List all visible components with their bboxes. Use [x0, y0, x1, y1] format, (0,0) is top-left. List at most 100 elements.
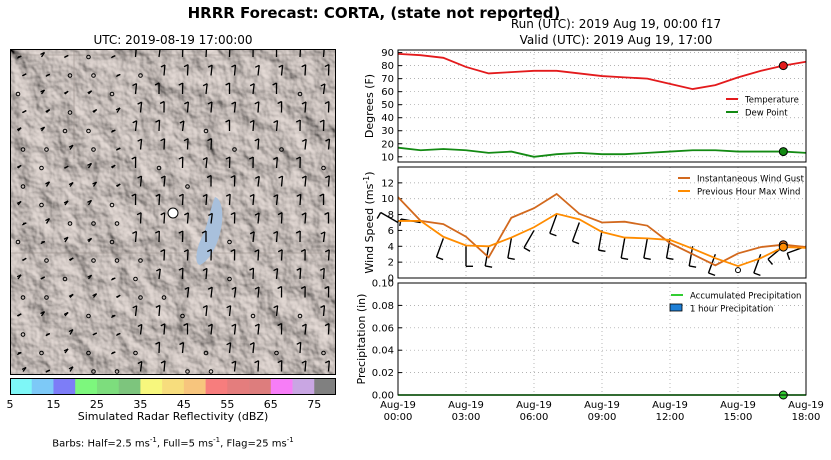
wind-barb [40, 310, 46, 317]
y-tick-label: 70 [381, 74, 394, 85]
wind-barb [45, 73, 51, 77]
wind-barb [277, 100, 283, 113]
wind-barb [254, 64, 260, 76]
wind-barb [137, 323, 143, 335]
wind-barb [296, 267, 302, 280]
wind-barb [252, 49, 254, 58]
legend-label: Dew Point [745, 109, 788, 119]
calm-wind-marker [62, 128, 68, 134]
wind-barb [181, 49, 184, 58]
calm-wind-marker [15, 91, 21, 97]
wind-barb [87, 274, 93, 280]
calm-wind-marker [109, 239, 115, 245]
calm-wind-marker [20, 295, 26, 300]
wind-barb [324, 211, 330, 224]
wind-barb [301, 323, 307, 335]
wind-barb [132, 82, 138, 95]
wind-barb [300, 285, 306, 298]
wind-barb [179, 341, 185, 354]
wind-barb [178, 230, 184, 243]
colorbar-tick-label: 25 [89, 398, 104, 411]
wind-barb [207, 101, 213, 113]
wind-barb [160, 138, 166, 150]
wind-barb [92, 293, 98, 298]
calm-wind-marker [114, 221, 120, 226]
wind-barb [301, 360, 307, 372]
wind-barb [178, 267, 184, 280]
wind-barb [249, 267, 255, 280]
wind-barb [201, 230, 207, 243]
y-tick-label: 8 [388, 210, 394, 221]
y-tick-label: 0.00 [372, 391, 394, 402]
calm-wind-marker [91, 147, 96, 152]
wind-barb [40, 51, 46, 58]
calm-wind-marker [15, 239, 21, 245]
calm-wind-marker [133, 350, 138, 356]
wind-barb [45, 332, 51, 337]
calm-wind-marker [91, 258, 96, 263]
wind-barb [254, 212, 260, 224]
wind-barb [183, 64, 189, 76]
legend-label: Previous Hour Max Wind [697, 188, 800, 198]
wind-barb [272, 82, 278, 95]
y-tick-label: 90 [381, 48, 394, 59]
wind-barb [87, 162, 93, 169]
calm-wind-marker [91, 369, 96, 374]
wind-barb [160, 212, 166, 224]
wind-barb [230, 248, 236, 261]
legend-label: Accumulated Precipitation [690, 292, 801, 302]
wind-barb [137, 175, 143, 187]
x-tick-time: 03:00 [452, 412, 481, 423]
wind-barb [301, 212, 307, 224]
calm-wind-marker [109, 91, 115, 97]
wind-barb [160, 249, 166, 261]
wind-barb [254, 101, 260, 113]
y-tick-label: 4 [388, 242, 394, 253]
colorbar-segment [205, 378, 228, 395]
station-wind-barb [688, 246, 697, 268]
wind-barb [277, 212, 283, 224]
wind-barb [115, 147, 121, 151]
wind-barb [132, 120, 138, 132]
calm-wind-marker [86, 128, 91, 134]
colorbar-segment [31, 378, 54, 395]
calm-wind-marker [20, 332, 26, 337]
wind-barb [301, 101, 307, 113]
wind-barb [184, 286, 190, 298]
wind-barb [183, 138, 189, 150]
calm-wind-marker [114, 369, 120, 374]
colorbar-segment [270, 378, 293, 395]
y-tick-label: 0.04 [372, 346, 394, 357]
station-wind-barb [753, 253, 762, 277]
calm-wind-marker [203, 128, 209, 134]
wind-barb [254, 360, 260, 372]
series-line [397, 53, 807, 90]
wind-barb [137, 138, 143, 150]
calm-wind-marker [250, 313, 256, 319]
colorbar-segment [183, 378, 206, 395]
wind-barb [249, 231, 255, 243]
wind-barb [156, 268, 161, 280]
wind-barb [68, 328, 74, 335]
wind-barb [160, 64, 166, 76]
calm-wind-marker [91, 221, 96, 226]
y-axis-label: Degrees (F) [363, 74, 376, 138]
wind-barb [40, 126, 46, 132]
calm-wind-marker [138, 73, 143, 78]
temperature-panel: 10 20 30 40 50 60 70 80 90 Temperature Dew Point De… [363, 48, 807, 163]
colorbar-tick-label: 5 [6, 398, 14, 411]
wind-barb [92, 108, 98, 113]
wind-barb [207, 64, 213, 76]
calm-wind-marker [44, 258, 49, 263]
calm-wind-marker [297, 91, 303, 97]
y-tick-label: 50 [381, 100, 394, 111]
x-tick-date: Aug-19 [788, 400, 824, 411]
wind-barb [231, 101, 237, 113]
x-tick-date: Aug-19 [584, 400, 620, 411]
x-tick-time: 00:00 [384, 412, 413, 423]
wind-barb [325, 360, 330, 372]
wind-barb [131, 156, 137, 169]
barb-legend-note: Barbs: Half=2.5 ms-1, Full=5 ms-1, Flag=… [52, 436, 294, 450]
wind-barb [225, 82, 231, 95]
